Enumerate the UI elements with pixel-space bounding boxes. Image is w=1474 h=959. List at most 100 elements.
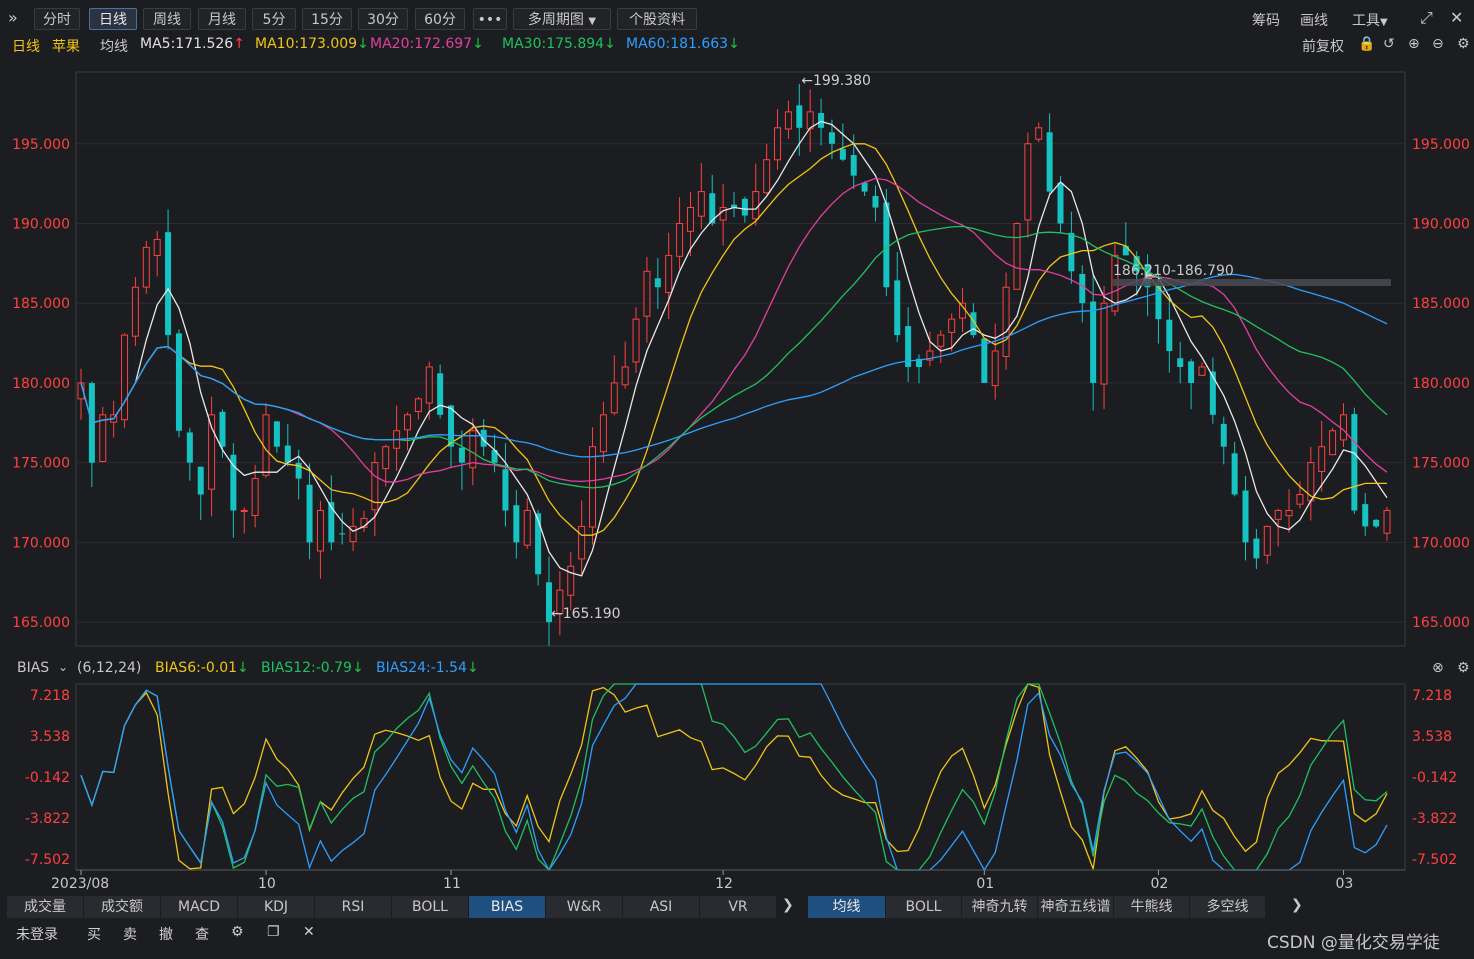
bias-y-tick-left: 7.218 xyxy=(30,688,70,704)
plot-frame xyxy=(75,71,1406,647)
period-button[interactable]: 分时 xyxy=(34,8,80,30)
ma-trend-arrow: ↑ xyxy=(233,36,245,52)
stock-info-button[interactable]: 个股资料 xyxy=(617,8,697,30)
buy-button[interactable]: 买 xyxy=(87,927,101,943)
indicator-tab[interactable]: MACD xyxy=(161,896,238,918)
bias-name[interactable]: BIAS xyxy=(17,660,50,676)
period-button[interactable]: 60分 xyxy=(415,8,465,30)
indicator-tab[interactable]: VR xyxy=(700,896,777,918)
period-button[interactable]: 日线 xyxy=(89,8,137,30)
sell-button[interactable]: 卖 xyxy=(123,927,137,943)
close-indicator-icon[interactable]: ⊗ xyxy=(1432,660,1444,676)
ma-value: MA10:173.009↓ xyxy=(255,36,369,52)
ma-label[interactable]: 均线 xyxy=(100,39,128,55)
period-button[interactable]: 月线 xyxy=(198,8,246,30)
min-price-label: ←165.190 xyxy=(551,606,621,622)
y-tick-label-left: 195.000 xyxy=(12,137,70,153)
bias-params: (6,12,24) xyxy=(77,660,142,676)
y-tick-label-left: 180.000 xyxy=(12,376,70,392)
x-tick-label: 11 xyxy=(443,876,461,892)
candle-body xyxy=(1339,414,1347,441)
close-window-icon[interactable]: ✕ xyxy=(1450,8,1464,27)
adjust-mode[interactable]: 前复权 xyxy=(1302,39,1344,55)
y-tick-label-left: 165.000 xyxy=(12,615,70,631)
bias-value: BIAS12:-0.79 xyxy=(261,660,352,676)
candle-body xyxy=(850,155,857,176)
x-tick-label: 02 xyxy=(1150,876,1168,892)
candle-body xyxy=(458,447,465,463)
y-tick-label-right: 185.000 xyxy=(1412,296,1470,312)
candle-body xyxy=(1090,301,1097,383)
candle-body xyxy=(610,382,618,414)
candle-body xyxy=(796,105,803,128)
overlay-tab[interactable]: 多空线 xyxy=(1190,896,1266,918)
chevron-right-icon[interactable]: ❯ xyxy=(782,897,794,913)
overlay-tab[interactable]: 均线 xyxy=(808,896,886,918)
more-button[interactable]: ••• xyxy=(473,8,507,30)
bias-series-line xyxy=(80,683,1388,872)
chips-button[interactable]: 筹码 xyxy=(1252,13,1280,29)
candle-body xyxy=(251,478,259,517)
y-tick-label-right: 180.000 xyxy=(1412,376,1470,392)
gear-icon[interactable]: ⚙ xyxy=(1457,36,1470,52)
candle-body xyxy=(1122,245,1129,256)
candle-body xyxy=(1209,371,1216,415)
footer-bar: 未登录 买 卖 撤 查 ⚙ ❐ ✕ CSDN @量化交易学徒 xyxy=(0,920,1474,953)
tools-menu[interactable]: 工具▼ xyxy=(1352,10,1388,30)
candle-body xyxy=(371,462,379,511)
chevron-right-icon[interactable]: ❯ xyxy=(1291,897,1303,913)
zoom-out-icon[interactable]: ⊖ xyxy=(1432,36,1444,52)
candle-body xyxy=(1057,182,1064,224)
bias-item: BIAS6:-0.01↓ xyxy=(155,660,249,676)
indicator-tab[interactable]: 成交量 xyxy=(7,896,84,918)
gear-icon[interactable]: ⚙ xyxy=(1457,660,1470,676)
fullscreen-icon[interactable]: ⤢ xyxy=(1420,8,1433,27)
price-chart[interactable]: 195.000 195.000 190.000 190.000 185.000 185.0… xyxy=(0,56,1474,656)
candle-body xyxy=(970,312,977,336)
indicator-tab[interactable]: RSI xyxy=(315,896,392,918)
cancel-order-button[interactable]: 撤 xyxy=(159,927,173,943)
bias-chart[interactable]: 7.218 7.218 3.538 3.538 -0.142 -0.142 -3.822 -3… xyxy=(0,680,1474,896)
close-icon[interactable]: ✕ xyxy=(303,924,315,940)
candle-body xyxy=(1274,509,1282,520)
chevron-down-icon[interactable]: ⌄ xyxy=(58,660,69,674)
indicator-tab[interactable]: 成交额 xyxy=(84,896,161,918)
ma-info-line: 日线 苹果 均线 MA5:171.526↑ MA10:173.009↓ MA20:1… xyxy=(0,36,1474,56)
zoom-in-icon[interactable]: ⊕ xyxy=(1408,36,1420,52)
ma-value: MA20:172.697↓ xyxy=(370,36,484,52)
period-button[interactable]: 5分 xyxy=(252,8,296,30)
indicator-tab[interactable]: KDJ xyxy=(238,896,315,918)
candle-body xyxy=(1285,509,1293,517)
overlay-tab[interactable]: 神奇九转 xyxy=(962,896,1038,918)
candle-body xyxy=(1383,509,1391,534)
period-button[interactable]: 15分 xyxy=(302,8,352,30)
candle-body xyxy=(589,446,597,528)
period-button[interactable]: 30分 xyxy=(358,8,408,30)
period-button[interactable]: 周线 xyxy=(143,8,191,30)
candle-body xyxy=(818,113,825,128)
double-chevron-right-icon[interactable]: » xyxy=(8,8,18,27)
bias-series-line xyxy=(80,683,1388,872)
candle-body xyxy=(905,326,912,367)
settings-icon[interactable]: ⚙ xyxy=(231,924,244,940)
overlay-tab[interactable]: BOLL xyxy=(886,896,962,918)
ma-value-text: MA5:171.526 xyxy=(140,36,234,52)
x-tick-label: 10 xyxy=(258,876,276,892)
candle-body xyxy=(437,373,444,415)
indicator-tab[interactable]: BIAS xyxy=(469,896,546,918)
indicator-tab[interactable]: ASI xyxy=(623,896,700,918)
query-button[interactable]: 查 xyxy=(195,927,209,943)
undo-icon[interactable]: ↺ xyxy=(1383,36,1395,52)
indicator-tab[interactable]: BOLL xyxy=(392,896,469,918)
overlay-tab[interactable]: 神奇五线谱 xyxy=(1038,896,1114,918)
price-range-band xyxy=(1113,279,1391,286)
overlay-tab[interactable]: 牛熊线 xyxy=(1114,896,1190,918)
indicator-tab[interactable]: W&R xyxy=(546,896,623,918)
window-restore-icon[interactable]: ❐ xyxy=(267,924,280,940)
multi-period-button[interactable]: 多周期图 ▼ xyxy=(513,8,611,30)
ma60-line xyxy=(80,273,1388,458)
lock-icon[interactable]: 🔒 xyxy=(1358,36,1376,52)
draw-line-button[interactable]: 画线 xyxy=(1300,13,1328,29)
login-status[interactable]: 未登录 xyxy=(16,927,58,943)
candle-body xyxy=(1155,285,1162,320)
